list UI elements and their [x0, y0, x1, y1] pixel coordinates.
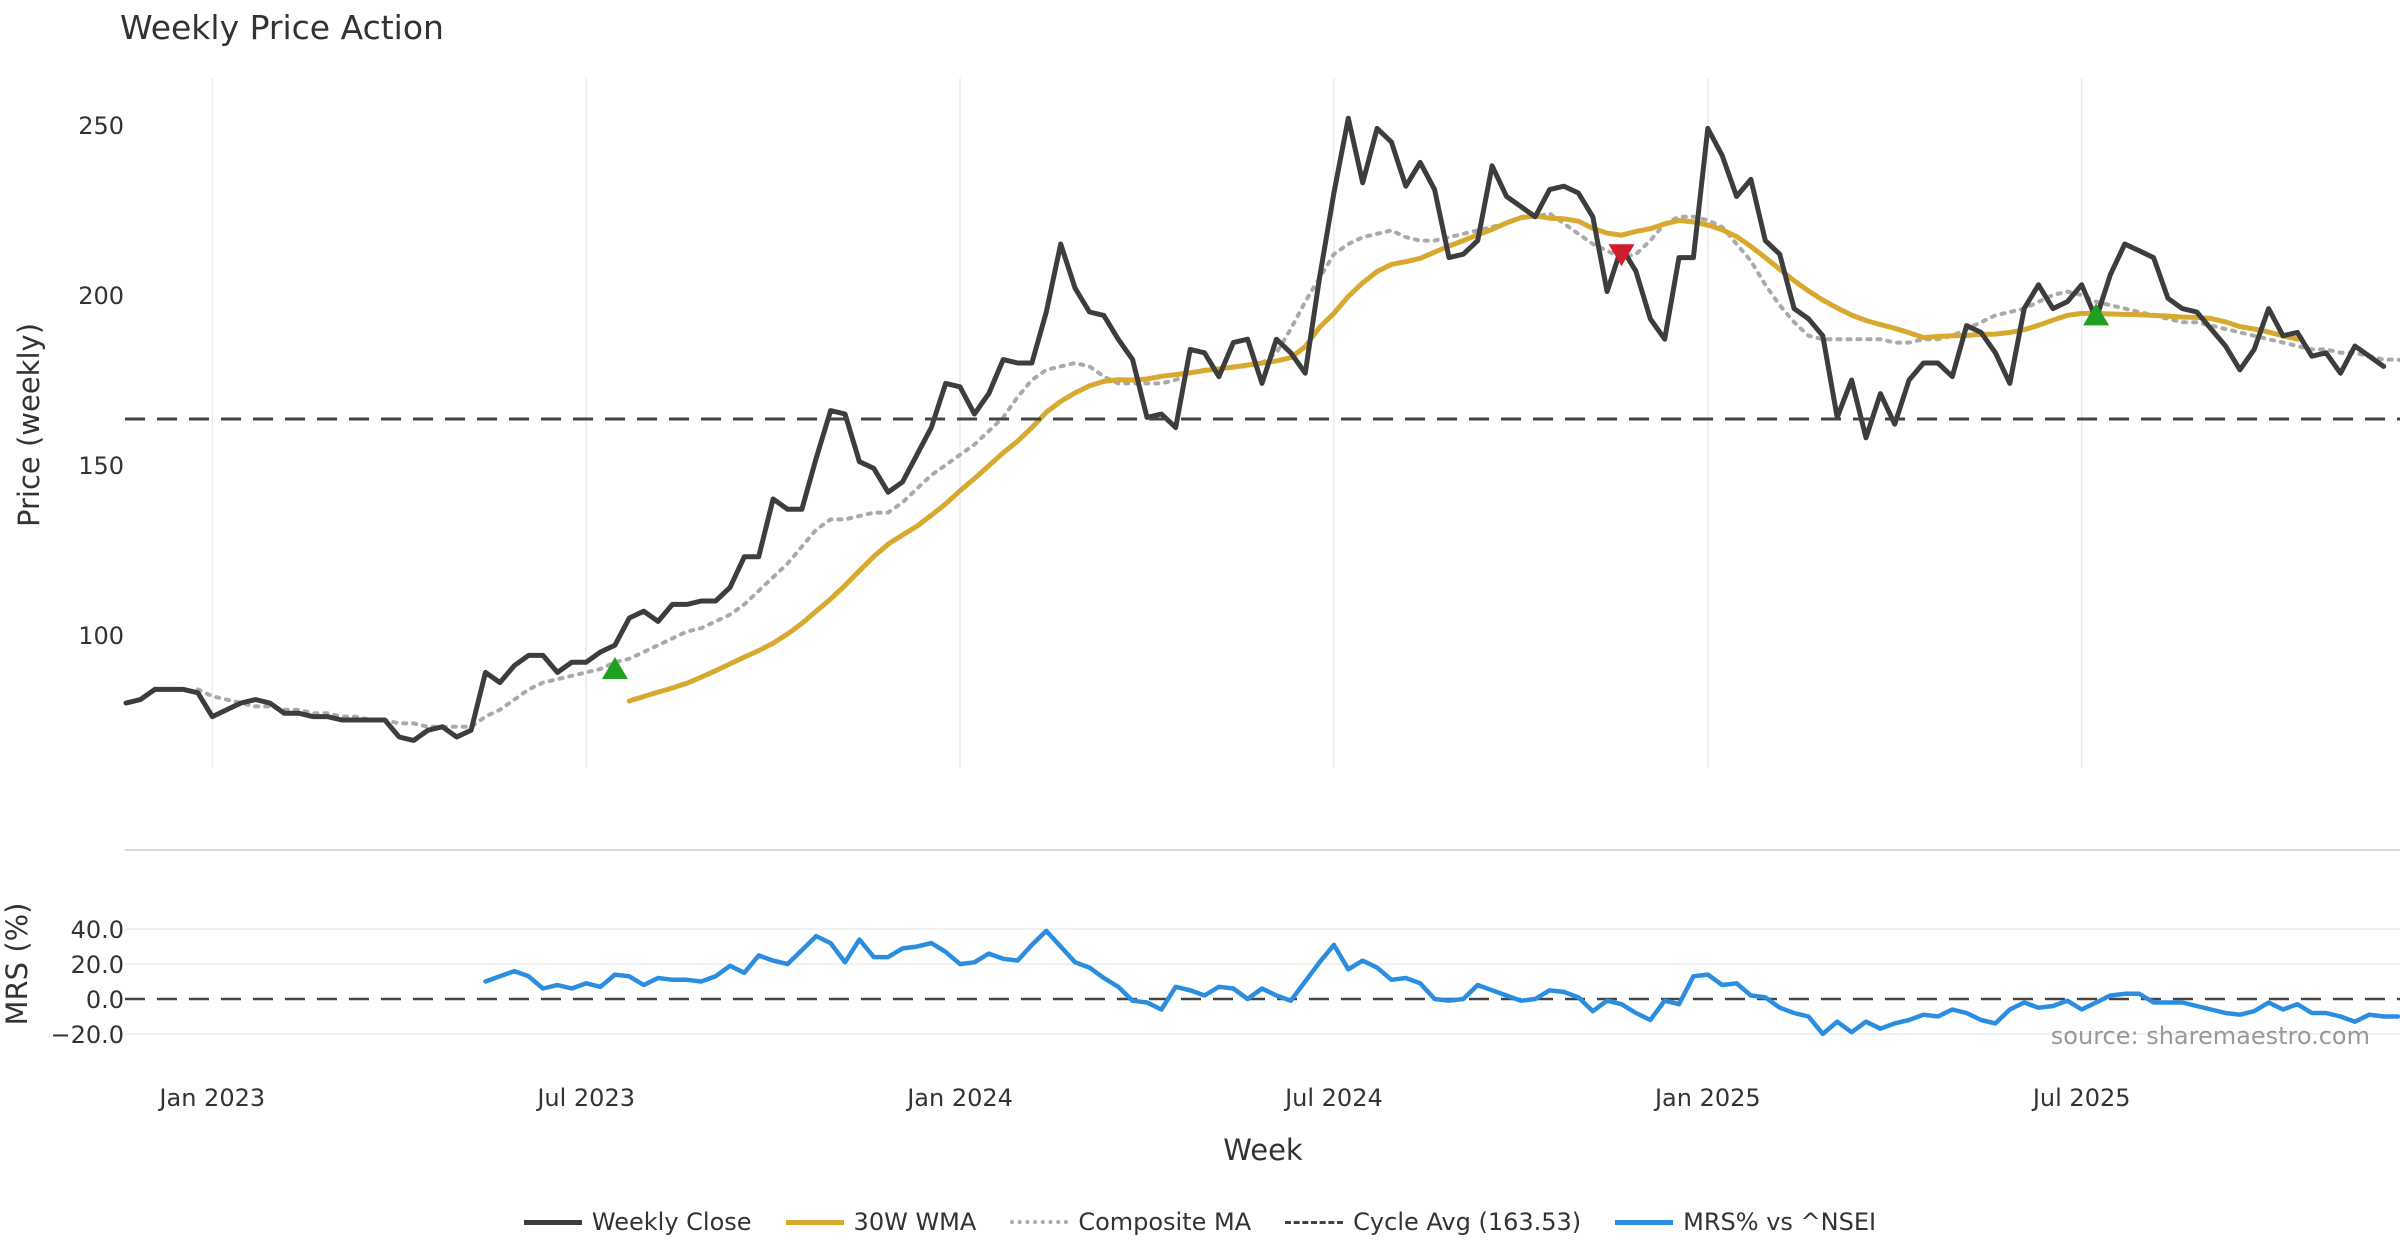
legend-swatch-mrs: [1615, 1219, 1674, 1225]
buy-signal-marker-1: [601, 657, 628, 679]
source-note: source: sharemaestro.com: [2051, 1022, 2370, 1050]
legend-label-composite-ma: Composite MA: [1078, 1208, 1252, 1236]
price-series-lines: [123, 115, 2400, 743]
mrs-y-axis-label: MRS (%): [0, 903, 34, 1026]
legend-item-mrs: MRS% vs ^NSEI: [1615, 1208, 1876, 1236]
mrs-y-tick-0-0: 0.0: [86, 986, 124, 1014]
signal-markers: [601, 244, 2110, 679]
x-tick-jul-2025: Jul 2025: [2031, 1084, 2131, 1112]
legend-item-weekly-close: Weekly Close: [523, 1208, 752, 1236]
series-weekly-close: [123, 115, 2387, 743]
legend-label-cycle-avg: Cycle Avg (163.53): [1353, 1208, 1582, 1236]
buy-signal-marker-3: [2083, 303, 2110, 326]
mrs-y-tick-20-0: 20.0: [71, 951, 124, 979]
x-tick-jan-2025: Jan 2025: [1653, 1084, 1761, 1112]
series-30w-wma: [626, 213, 2300, 704]
mrs-y-ticks: −20.0 0.0 20.0 40.0: [50, 916, 124, 1049]
legend-label-mrs: MRS% vs ^NSEI: [1683, 1208, 1877, 1236]
legend-swatch-30w-wma: [785, 1219, 844, 1225]
vertical-gridlines: [211, 78, 2083, 768]
legend-swatch-weekly-close: [523, 1219, 582, 1225]
legend-item-cycle-avg: Cycle Avg (163.53): [1285, 1208, 1581, 1236]
x-axis-ticks: Jan 2023 Jul 2023 Jan 2024 Jul 2024 Jan 2025…: [157, 1084, 2130, 1112]
price-y-ticks: 100 150 200 250: [78, 112, 124, 650]
mrs-y-tick-40-0: 40.0: [71, 916, 124, 944]
price-y-tick-200: 200: [78, 282, 124, 310]
price-y-tick-100: 100: [78, 622, 124, 650]
series-composite-ma: [195, 211, 2400, 729]
x-tick-jan-2023: Jan 2023: [157, 1084, 265, 1112]
legend-swatch-composite-ma: [1010, 1220, 1069, 1224]
sell-signal-marker-2: [1608, 244, 1635, 267]
legend-label-30w-wma: 30W WMA: [853, 1208, 977, 1236]
x-tick-jul-2023: Jul 2023: [535, 1084, 635, 1112]
x-axis-label: Week: [1223, 1133, 1303, 1167]
chart-title: Weekly Price Action: [120, 8, 444, 47]
legend-label-weekly-close: Weekly Close: [591, 1208, 752, 1236]
legend-item-30w-wma: 30W WMA: [785, 1208, 977, 1236]
mrs-y-tick-minus-20-0: −20.0: [50, 1021, 124, 1049]
mrs-horizontal-gridlines: [125, 928, 2400, 1035]
legend-item-composite-ma: Composite MA: [1010, 1208, 1251, 1236]
x-tick-jul-2024: Jul 2024: [1283, 1084, 1383, 1112]
price-y-tick-150: 150: [78, 452, 124, 480]
price-y-axis-label: Price (weekly): [12, 323, 46, 527]
mrs-series-lines: [483, 928, 2400, 1037]
chart-legend: Weekly Close 30W WMA Composite MA Cycle …: [0, 1208, 2400, 1236]
series-mrs-vs-nsei: [483, 928, 2400, 1037]
legend-swatch-cycle-avg: [1285, 1220, 1344, 1224]
price-y-tick-250: 250: [78, 112, 124, 140]
x-tick-jan-2024: Jan 2024: [905, 1084, 1013, 1112]
